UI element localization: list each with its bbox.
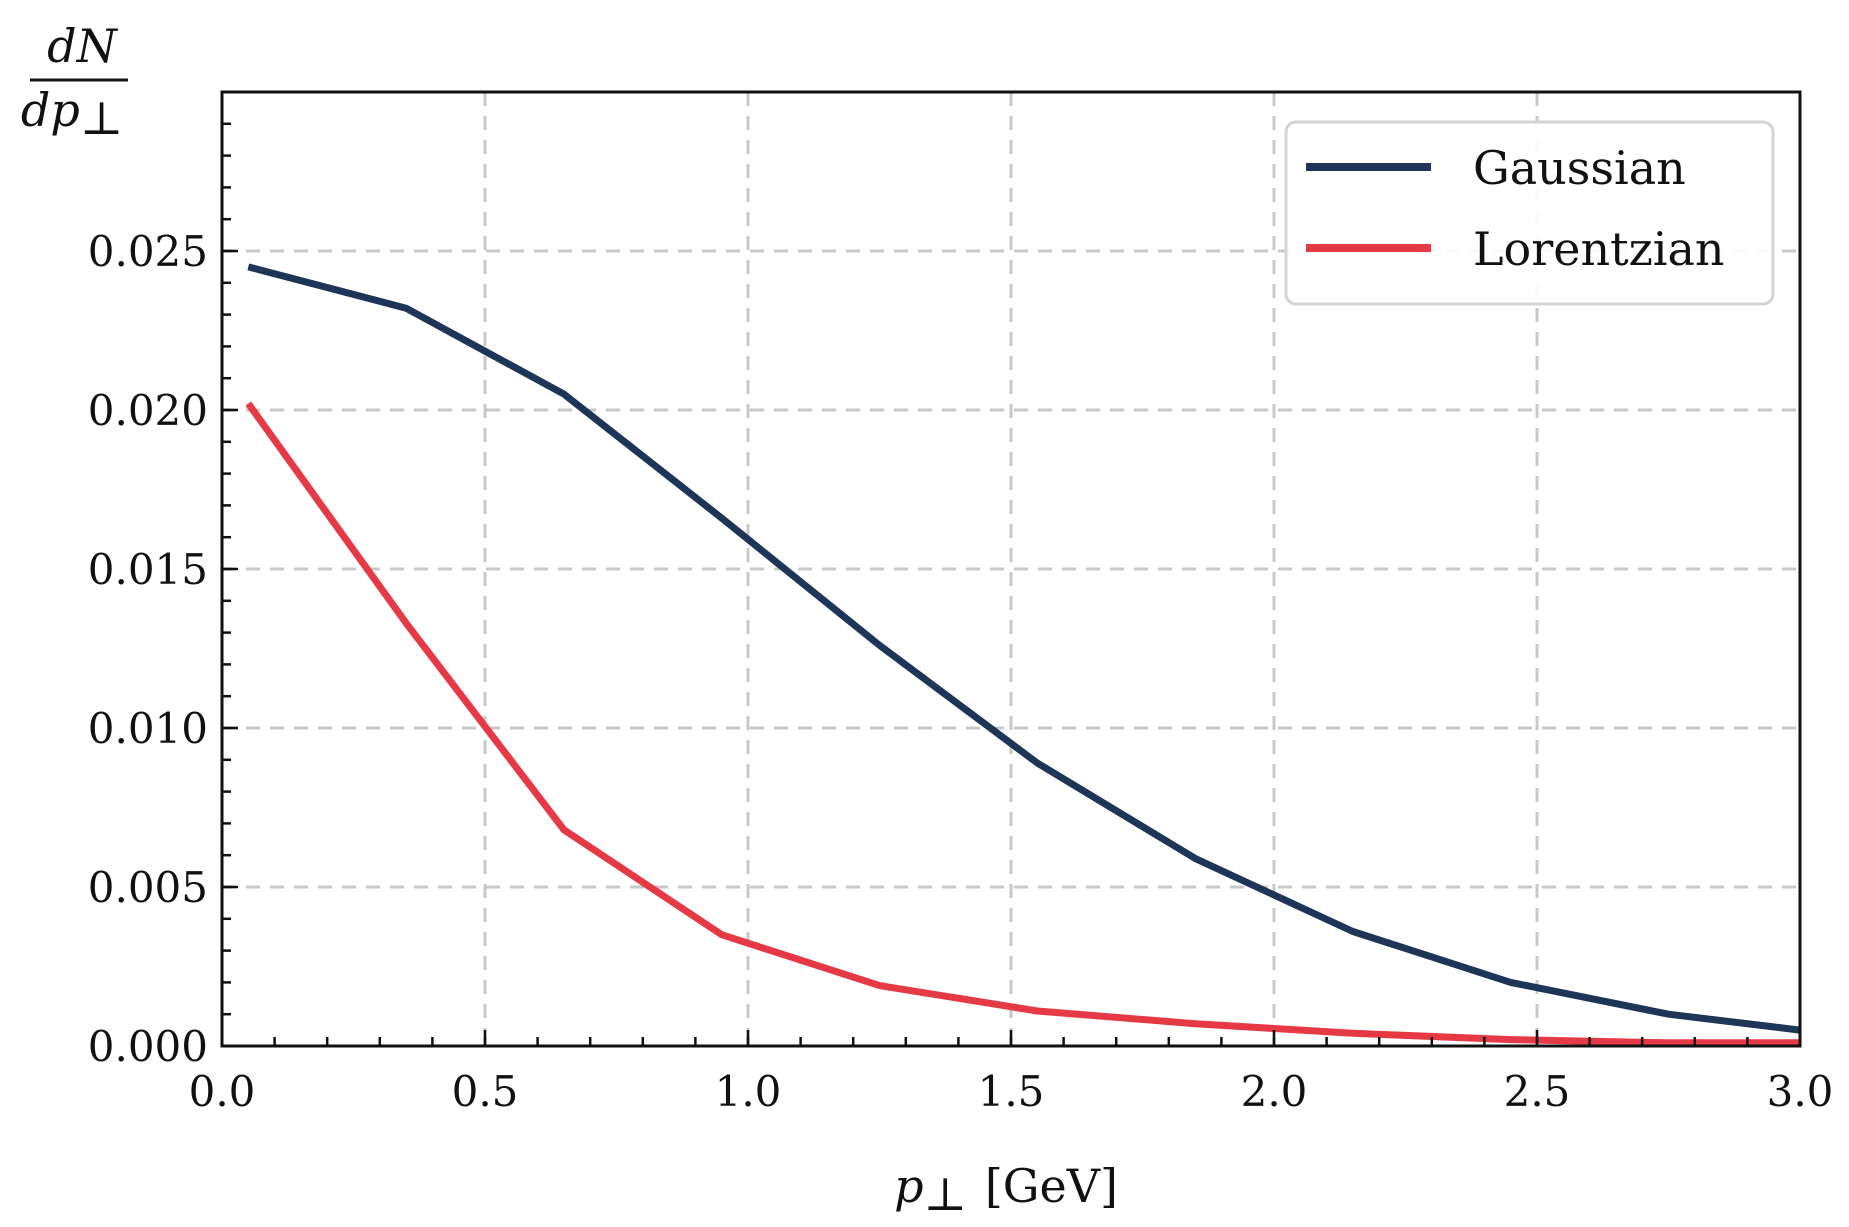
legend-label-lorentzian: Lorentzian <box>1473 222 1725 276</box>
x-tick-label: 1.5 <box>978 1067 1045 1116</box>
y-axis-label: dN dp⊥ <box>21 19 128 145</box>
y-tick-label: 0.005 <box>88 863 208 912</box>
legend: Gaussian Lorentzian <box>1284 120 1775 306</box>
y-tick-label: 0.000 <box>88 1022 208 1071</box>
y-label-denominator-sub: ⊥ <box>80 91 123 145</box>
y-label-denominator: dp <box>21 83 80 137</box>
y-tick-label: 0.025 <box>88 227 208 276</box>
y-tick-label: 0.010 <box>88 704 208 753</box>
legend-label-gaussian: Gaussian <box>1473 141 1686 195</box>
x-tick-label: 0.0 <box>189 1067 256 1116</box>
x-axis-label: p⊥ [GeV] <box>894 1159 1118 1221</box>
x-tick-label: 1.0 <box>715 1067 782 1116</box>
series-lines <box>245 263 1801 1047</box>
x-tick-label: 2.5 <box>1504 1067 1571 1116</box>
x-label-unit: [GeV] <box>985 1159 1118 1213</box>
x-tick-label: 0.5 <box>452 1067 519 1116</box>
series-line-gaussian <box>247 263 1801 1034</box>
x-tick-label: 3.0 <box>1767 1067 1834 1116</box>
x-tick-label: 2.0 <box>1241 1067 1308 1116</box>
y-label-denominator-group: dp⊥ <box>21 83 123 145</box>
grid <box>222 92 1800 1046</box>
y-tick-label: 0.015 <box>88 545 208 594</box>
y-tick-label: 0.020 <box>88 386 208 435</box>
series-line-lorentzian <box>245 401 1800 1047</box>
x-label-main: p <box>894 1159 923 1213</box>
x-label-sub: ⊥ <box>924 1167 967 1221</box>
tick-labels: 0.0 0.5 1.0 1.5 2.0 2.5 3.0 0.000 0.005 0.010 0.01… <box>88 227 1834 1116</box>
y-label-numerator: dN <box>47 19 118 73</box>
axis-ticks <box>220 90 1802 1048</box>
